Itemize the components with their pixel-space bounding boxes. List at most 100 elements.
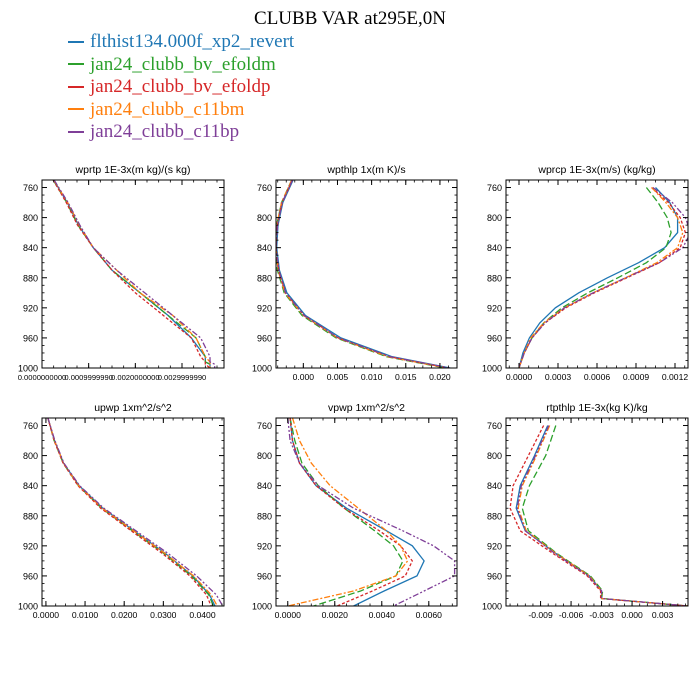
y-tick-label: 880 — [23, 511, 38, 521]
legend-swatch — [68, 108, 84, 111]
series-line — [518, 187, 684, 368]
plot-frame — [505, 417, 689, 607]
panel: rtpthlp 1E-3x(kg K)/kg 760 800 840 880 920 960… — [482, 402, 689, 620]
series-group — [518, 186, 688, 368]
panel-title: vpwp 1xm^2/s^2 — [328, 402, 405, 414]
x-tick-label: -0.009 — [528, 610, 553, 620]
y-tick-label: 760 — [487, 421, 502, 431]
x-tick-label: 0.0006 — [584, 372, 611, 382]
panel: upwp 1xm^2/s^2 760 800 840 880 920 960 10000.00… — [18, 402, 225, 620]
plot-frame — [41, 417, 225, 607]
y-tick-label: 760 — [257, 421, 272, 431]
y-tick-label: 760 — [23, 183, 38, 193]
series-line — [47, 418, 215, 606]
x-tick-label: 0.0009 — [623, 372, 650, 382]
y-tick-label: 920 — [257, 541, 272, 551]
x-tick-label: 0.020 — [429, 372, 451, 382]
panel: wprtp 1E-3x(m kg)/(s kg) 760 800 840 880 920 9… — [18, 164, 225, 382]
series-group — [47, 418, 224, 606]
x-tick-label: 0.0000 — [33, 610, 60, 620]
y-tick-label: 840 — [487, 481, 502, 491]
series-line — [289, 418, 404, 606]
x-tick-label: -0.003 — [589, 610, 614, 620]
x-tick-label: -0.006 — [559, 610, 584, 620]
y-tick-label: 920 — [487, 541, 502, 551]
series-line — [516, 425, 688, 606]
y-tick-label: 800 — [487, 451, 502, 461]
y-tick-label: 1000 — [18, 602, 38, 612]
y-tick-label: 760 — [23, 421, 38, 431]
y-tick-label: 800 — [257, 451, 272, 461]
y-tick-label: 1000 — [482, 602, 502, 612]
x-tick-label: 0.0003 — [545, 372, 572, 382]
y-tick-label: 800 — [23, 451, 38, 461]
x-tick-label: 0.0100 — [72, 610, 99, 620]
y-tick-label: 1000 — [252, 602, 272, 612]
legend-label: jan24_clubb_c11bp — [90, 121, 240, 142]
x-tick-label: 0.0040 — [369, 610, 396, 620]
x-tick-label: 0.003 — [652, 610, 674, 620]
y-tick-label: 960 — [23, 571, 38, 581]
legend: flthist134.000f_xp2_revert jan24_clubb_b… — [68, 31, 294, 144]
series-line — [53, 180, 216, 368]
legend-item: jan24_clubb_c11bm — [68, 99, 294, 122]
series-line — [287, 418, 409, 606]
x-tick-label: 0.0009999990 — [64, 373, 113, 382]
legend-swatch — [68, 40, 84, 43]
y-tick-label: 840 — [487, 243, 502, 253]
plot-frame — [505, 179, 689, 369]
y-tick-label: 960 — [487, 333, 502, 343]
series-line — [47, 418, 216, 606]
y-tick-label: 1000 — [18, 364, 38, 374]
x-tick-label: 0.0000 — [506, 372, 533, 382]
series-line — [276, 180, 450, 368]
y-tick-label: 760 — [487, 183, 502, 193]
panel-title: wprcp 1E-3x(m/s) (kg/kg) — [537, 164, 655, 176]
series-line — [515, 425, 688, 606]
x-tick-label: 0.010 — [361, 372, 383, 382]
x-tick-label: 0.0000 — [275, 610, 302, 620]
series-group — [509, 425, 688, 606]
y-tick-label: 880 — [487, 273, 502, 283]
series-group — [52, 180, 216, 368]
y-tick-label: 760 — [257, 183, 272, 193]
series-line — [276, 180, 446, 368]
y-tick-label: 920 — [487, 303, 502, 313]
x-tick-label: 0.0020000000 — [111, 373, 160, 382]
y-tick-label: 960 — [487, 571, 502, 581]
y-tick-label: 880 — [487, 511, 502, 521]
series-line — [518, 187, 672, 368]
series-line — [276, 180, 449, 368]
plot-frame — [41, 179, 225, 369]
series-line — [53, 180, 211, 368]
series-line — [517, 425, 688, 606]
series-line — [53, 180, 211, 368]
y-tick-label: 840 — [23, 243, 38, 253]
legend-label: flthist134.000f_xp2_revert — [90, 31, 295, 52]
y-tick-label: 840 — [23, 481, 38, 491]
legend-swatch — [68, 63, 84, 66]
series-line — [52, 180, 211, 368]
y-tick-label: 960 — [23, 333, 38, 343]
panel-title: wprtp 1E-3x(m kg)/(s kg) — [75, 164, 191, 176]
legend-swatch — [68, 85, 84, 88]
x-tick-label: 0.0000000000 — [18, 373, 67, 382]
y-tick-label: 960 — [257, 333, 272, 343]
x-tick-label: 0.0012 — [662, 372, 689, 382]
series-line — [518, 187, 679, 368]
panel: vpwp 1xm^2/s^276080084088092096010000.00… — [252, 402, 458, 620]
panel-title: wpthlp 1x(m K)/s — [326, 164, 405, 176]
legend-item: jan24_clubb_bv_efoldm — [68, 54, 294, 77]
y-tick-label: 1000 — [252, 364, 272, 374]
series-line — [276, 180, 447, 368]
x-tick-label: 0.0400 — [189, 610, 216, 620]
panel-title: upwp 1xm^2/s^2 — [94, 402, 172, 414]
legend-item: jan24_clubb_bv_efoldp — [68, 76, 294, 99]
x-tick-label: 0.0029999990 — [158, 373, 207, 382]
legend-label: jan24_clubb_c11bm — [90, 98, 245, 120]
plot-frame — [275, 179, 458, 369]
series-line — [518, 187, 687, 368]
y-tick-label: 1000 — [482, 364, 502, 374]
y-tick-label: 840 — [257, 481, 272, 491]
legend-label: jan24_clubb_bv_efoldm — [90, 53, 276, 75]
